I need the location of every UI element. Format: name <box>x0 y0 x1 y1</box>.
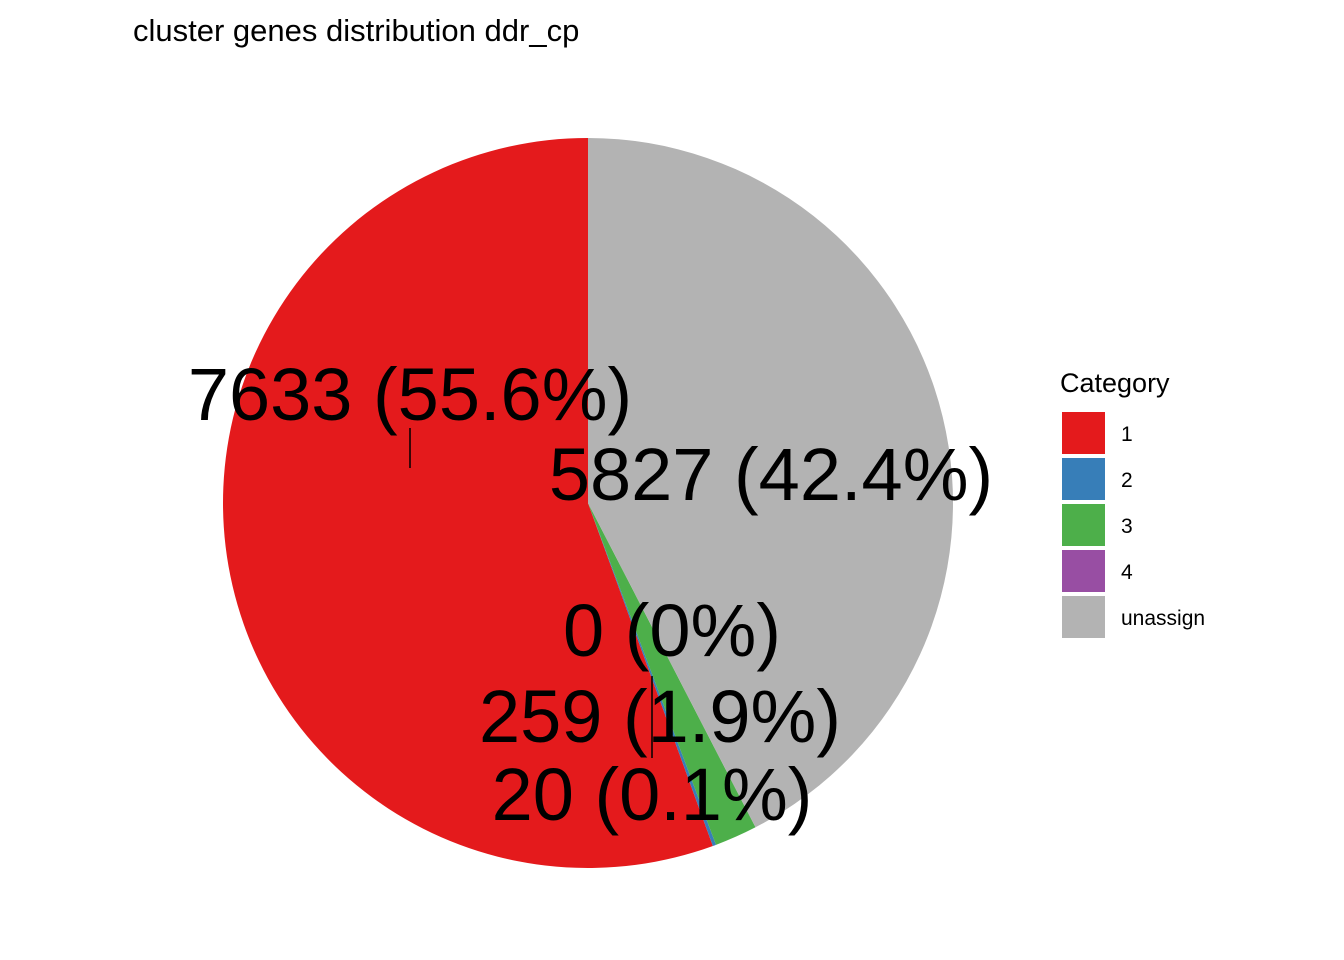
legend-swatch-3 <box>1062 504 1105 546</box>
slice-label-2: 20 (0.1%) <box>492 753 813 836</box>
legend-swatch-2 <box>1062 458 1105 500</box>
legend: Category 1 2 3 4 unassign <box>1060 368 1205 638</box>
legend-items: 1 2 3 4 unassign <box>1062 412 1205 638</box>
slice-label-unassign: 5827 (42.4%) <box>549 433 993 516</box>
legend-label-1: 1 <box>1121 423 1133 446</box>
pie-slice-1 <box>222 138 713 869</box>
pie-slice-unassign <box>588 138 954 828</box>
slice-label-3: 259 (1.9%) <box>479 675 841 758</box>
legend-swatch-1 <box>1062 412 1105 454</box>
pie-slice-2 <box>588 503 717 846</box>
legend-label-3: 3 <box>1121 515 1133 538</box>
pie-slice-3 <box>588 503 756 845</box>
legend-swatch-4 <box>1062 550 1105 592</box>
legend-label-unassign: unassign <box>1121 607 1205 630</box>
pie-slices <box>222 138 954 869</box>
legend-swatch-unassign <box>1062 596 1105 638</box>
legend-label-4: 4 <box>1121 561 1133 584</box>
chart-title: cluster genes distribution ddr_cp <box>133 13 579 48</box>
slice-label-4: 0 (0%) <box>563 589 781 672</box>
slice-labels: 7633 (55.6%) 20 (0.1%)259 (1.9%)0 (0%) 582… <box>188 353 993 836</box>
legend-label-2: 2 <box>1121 469 1133 492</box>
slice-label-1: 7633 (55.6%) <box>188 353 632 436</box>
legend-title: Category <box>1060 368 1170 398</box>
